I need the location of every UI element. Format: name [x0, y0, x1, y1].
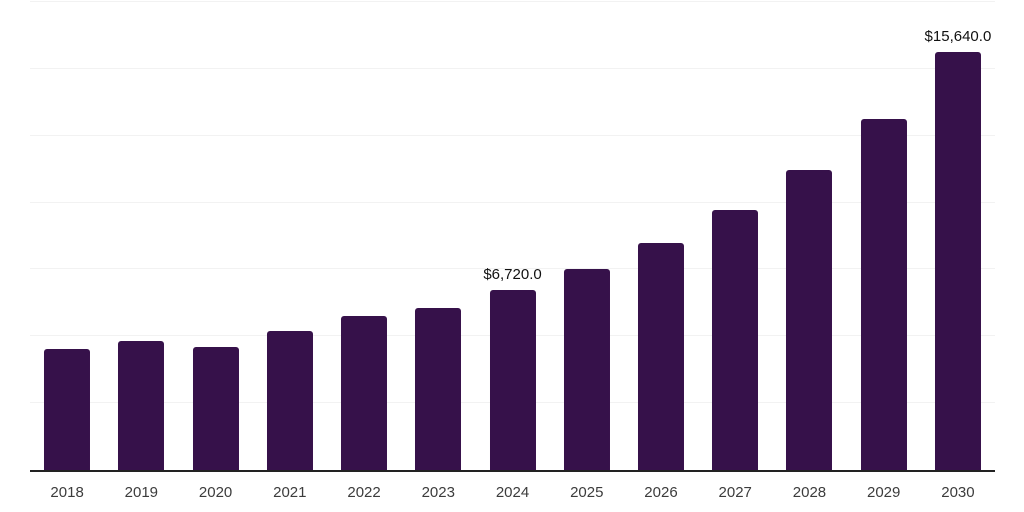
bar-2026 — [637, 242, 684, 470]
bar-2029 — [860, 118, 907, 470]
bar-slot — [847, 2, 921, 470]
bar-2024 — [489, 290, 536, 470]
bar-2025 — [563, 268, 610, 470]
bar-2028 — [786, 169, 833, 470]
gridline — [30, 1, 995, 2]
x-tick-label-2028: 2028 — [792, 484, 827, 501]
data-label-2024: $6,720.0 — [483, 266, 542, 284]
bar-2022 — [341, 315, 388, 470]
bar-slot — [401, 2, 475, 470]
bar-2030 — [934, 51, 981, 470]
x-tick-label-2018: 2018 — [50, 484, 84, 501]
bar-slot: $15,640.0 — [921, 2, 995, 470]
gridline — [30, 67, 995, 69]
data-label-2030: $15,640.0 — [924, 27, 992, 45]
x-tick-label-2020: 2020 — [198, 484, 233, 501]
bar-slot — [253, 2, 327, 470]
bar-2027 — [712, 210, 759, 470]
x-tick-label-2019: 2019 — [124, 484, 159, 501]
bar-slot — [104, 2, 178, 470]
bar-slot — [624, 2, 698, 470]
bar-2019 — [118, 341, 165, 470]
x-tick-label-2030: 2030 — [941, 484, 975, 501]
x-tick-label-2027: 2027 — [718, 484, 752, 501]
x-tick-label-2022: 2022 — [347, 484, 381, 501]
x-tick-label-2025: 2025 — [570, 484, 604, 501]
x-tick-label-2029: 2029 — [867, 484, 901, 501]
bars: $6,720.0 $15,640.0 — [30, 2, 995, 470]
bar-slot — [327, 2, 401, 470]
plot-area: $6,720.0 $15,640.0 — [30, 1, 995, 472]
x-axis-line — [30, 470, 995, 472]
gridline — [30, 134, 995, 136]
x-tick-label-2024: 2024 — [495, 484, 530, 501]
bar-slot — [772, 2, 846, 470]
bar-slot — [30, 2, 104, 470]
bar-slot — [698, 2, 772, 470]
x-tick-label-2023: 2023 — [421, 484, 455, 501]
x-axis-labels: 2018 2019 2020 2021 2022 2023 2024 2025 2026 2027… — [30, 484, 995, 502]
x-tick-label-2021: 2021 — [273, 484, 307, 501]
x-tick-label-2026: 2026 — [644, 484, 678, 501]
bar-2023 — [415, 307, 462, 470]
bar-slot: $6,720.0 — [475, 2, 549, 470]
bar-2020 — [192, 346, 239, 470]
gridline — [30, 201, 995, 203]
bar-2021 — [266, 330, 313, 470]
gridline — [30, 268, 995, 270]
bar-slot — [178, 2, 252, 470]
bar-slot — [550, 2, 624, 470]
bar-2018 — [44, 349, 91, 470]
